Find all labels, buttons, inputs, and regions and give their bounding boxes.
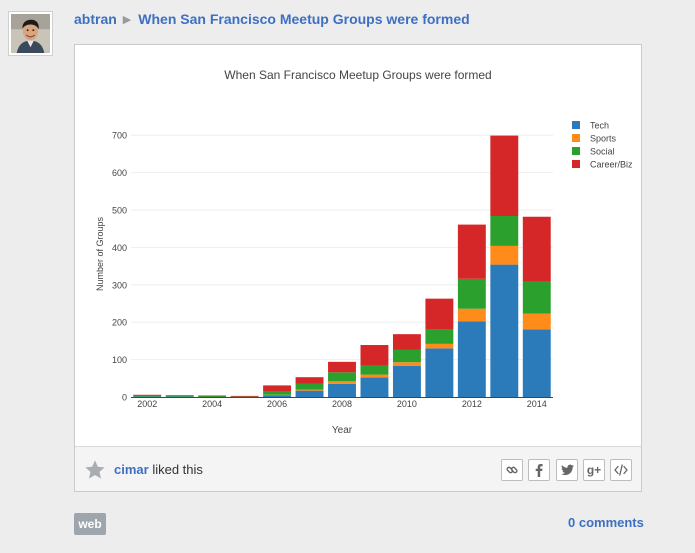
star-icon[interactable]	[84, 459, 106, 481]
legend-label: Social	[590, 147, 615, 157]
bar-segment	[490, 215, 519, 246]
bar-segment	[360, 377, 389, 397]
bar-segment	[165, 395, 194, 396]
author-link[interactable]: abtran	[74, 11, 117, 27]
bar-segment	[328, 372, 356, 382]
twitter-icon	[560, 464, 574, 476]
facebook-icon	[535, 464, 543, 477]
bar-segment	[457, 321, 486, 397]
x-tick-label: 2006	[267, 399, 287, 409]
share-google-plus-button[interactable]: g+	[583, 459, 605, 481]
y-tick-label: 400	[112, 243, 127, 253]
bar-segment	[230, 396, 259, 398]
y-tick-label: 100	[112, 355, 127, 365]
chart-title: When San Francisco Meetup Groups were fo…	[224, 68, 491, 82]
y-tick-label: 600	[112, 168, 127, 178]
bar-segment	[425, 348, 454, 397]
bar-segment	[295, 389, 324, 391]
legend-swatch	[572, 147, 580, 155]
liked-label: liked this	[148, 462, 203, 477]
bar-segment	[198, 395, 227, 397]
bar-segment	[198, 395, 227, 397]
y-tick-label: 0	[122, 393, 127, 403]
breadcrumb-arrow-icon: ▶	[122, 14, 132, 26]
bar-segment	[522, 216, 551, 282]
bar-segment	[328, 361, 356, 373]
bar-segment	[263, 395, 292, 397]
embed-icon	[614, 464, 628, 476]
avatar-image	[11, 14, 50, 53]
bar-segment	[522, 329, 551, 397]
bar-segment	[425, 343, 454, 349]
x-axis-title: Year	[332, 425, 353, 436]
share-twitter-button[interactable]	[556, 459, 578, 481]
x-tick-label: 2008	[332, 399, 352, 409]
liker-link[interactable]: cimar	[114, 462, 149, 477]
bar-segment	[392, 349, 421, 363]
stacked-bar-chart[interactable]: 0 100 200 300 400 500 600 700 2002 2004 2006 2008 20…	[75, 45, 641, 447]
bar-segment	[360, 365, 389, 375]
post-header: abtran ▶ When San Francisco Meetup Groups …	[74, 11, 470, 29]
comments-link[interactable]: 0 comments	[568, 515, 644, 530]
y-tick-label: 300	[112, 280, 127, 290]
bar-segment	[133, 395, 162, 397]
bar-segment	[328, 383, 356, 397]
x-tick-label: 2002	[137, 399, 157, 409]
bar-segment	[457, 308, 486, 322]
bar-segment	[165, 395, 194, 397]
bar-segment	[263, 385, 292, 392]
bar-segment	[457, 278, 486, 309]
author-avatar[interactable]	[8, 11, 53, 56]
bar-segment	[425, 298, 454, 330]
share-facebook-button[interactable]	[528, 459, 550, 481]
bar-segment	[360, 374, 389, 378]
x-tick-label: 2014	[527, 399, 547, 409]
x-tick-label: 2012	[462, 399, 482, 409]
bar-segment	[360, 345, 389, 366]
source-badge: web	[74, 513, 106, 535]
bar-segment	[490, 245, 519, 265]
x-tick-label: 2004	[202, 399, 222, 409]
bar-segment	[133, 396, 162, 398]
bar-segment	[230, 395, 259, 397]
bar-segment	[392, 362, 421, 366]
bar-segment	[392, 334, 421, 350]
bar-segment	[263, 394, 292, 396]
legend-label: Tech	[590, 121, 609, 131]
post-title-link[interactable]: When San Francisco Meetup Groups were fo…	[138, 11, 470, 27]
bar-segment	[392, 365, 421, 397]
share-embed-button[interactable]	[610, 459, 632, 481]
bar-segment	[522, 281, 551, 314]
bar-segment	[457, 224, 486, 279]
y-tick-label: 700	[112, 131, 127, 141]
y-tick-label: 500	[112, 206, 127, 216]
legend-label: Career/Biz	[590, 160, 633, 170]
chart-card: 0 100 200 300 400 500 600 700 2002 2004 2006 2008 20…	[74, 44, 642, 492]
google-plus-icon: g+	[586, 463, 602, 477]
card-footer: cimar liked this g+	[75, 446, 641, 491]
y-tick-label: 200	[112, 318, 127, 328]
legend-swatch	[572, 160, 580, 168]
share-link-button[interactable]	[501, 459, 523, 481]
liked-text: cimar liked this	[114, 462, 203, 477]
y-axis-title: Number of Groups	[95, 216, 105, 291]
bar-segment	[522, 313, 551, 330]
bar-segment	[295, 383, 324, 390]
bar-segment	[295, 377, 324, 384]
x-tick-label: 2010	[397, 399, 417, 409]
bar-segment	[295, 390, 324, 397]
legend-swatch	[572, 121, 580, 129]
link-icon	[506, 466, 518, 474]
legend-label: Sports	[590, 134, 617, 144]
bar-segment	[490, 135, 519, 216]
bar-segment	[263, 391, 292, 395]
bar-segment	[490, 264, 519, 397]
bar-segment	[328, 381, 356, 384]
legend-swatch	[572, 134, 580, 142]
bar-segment	[133, 394, 162, 396]
bar-segment	[425, 329, 454, 344]
bar-segment	[165, 396, 194, 398]
